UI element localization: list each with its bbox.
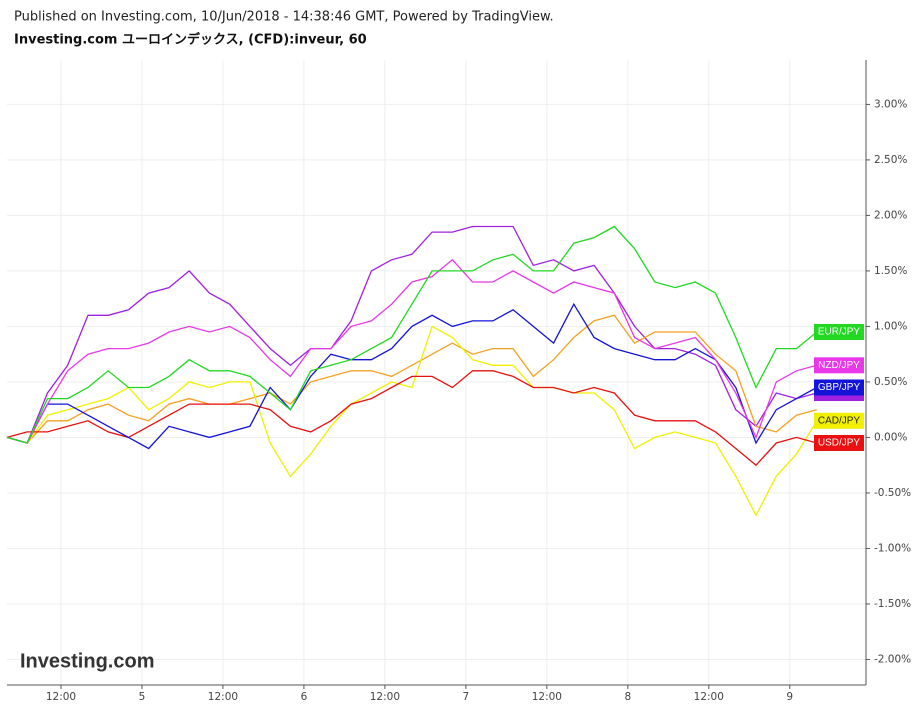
legend-swatch xyxy=(814,323,864,340)
y-tick-label: -2.00% xyxy=(874,653,911,665)
x-tick-label: 12:00 xyxy=(532,691,562,703)
series-line xyxy=(6,225,818,444)
y-tick-label: 0.50% xyxy=(874,376,907,388)
legend-label: EUR/JPY xyxy=(818,327,861,338)
series-line xyxy=(6,325,818,517)
legend-label: USD/JPY xyxy=(818,438,861,449)
series-line xyxy=(6,225,817,444)
x-tick-label: 12:00 xyxy=(694,691,724,703)
y-tick-label: 2.50% xyxy=(874,154,907,166)
legend-label: CAD/JPY xyxy=(818,415,861,426)
y-tick-label: 0.00% xyxy=(874,431,907,443)
y-tick-label: -0.50% xyxy=(874,487,911,499)
header: Published on Investing.com, 10/Jun/2018 … xyxy=(14,10,554,25)
legend-swatch xyxy=(814,434,864,451)
x-tick-label: 12:00 xyxy=(46,691,76,703)
legend-swatch xyxy=(814,379,864,396)
series-line xyxy=(6,302,818,450)
y-tick-label: 3.00% xyxy=(874,98,907,110)
legend-swatch xyxy=(814,412,864,429)
x-tick-label: 9 xyxy=(786,691,793,703)
y-tick-label: 2.00% xyxy=(874,209,907,221)
y-tick-label: -1.50% xyxy=(874,598,911,610)
x-tick-label: 12:00 xyxy=(370,691,400,703)
watermark: Investing.com xyxy=(20,650,154,672)
x-tick-label: 7 xyxy=(463,691,470,703)
chart-title: Investing.com ユーロインデックス, (CFD):inveur, 6… xyxy=(14,32,367,48)
legend-swatch xyxy=(814,357,864,374)
x-tick-label: 6 xyxy=(301,691,308,703)
x-tick-label: 12:00 xyxy=(208,691,238,703)
series-line xyxy=(6,370,817,467)
legend-label: NZD/JPY xyxy=(818,360,860,371)
series-line xyxy=(6,258,817,444)
legend-label: GBP/JPY xyxy=(818,382,861,393)
y-tick-label: 1.50% xyxy=(874,265,907,277)
y-tick-label: 1.00% xyxy=(874,320,907,332)
x-tick-label: 8 xyxy=(624,691,631,703)
y-tick-label: -1.00% xyxy=(874,542,911,554)
x-tick-label: 5 xyxy=(139,691,146,703)
series-line xyxy=(6,314,817,444)
